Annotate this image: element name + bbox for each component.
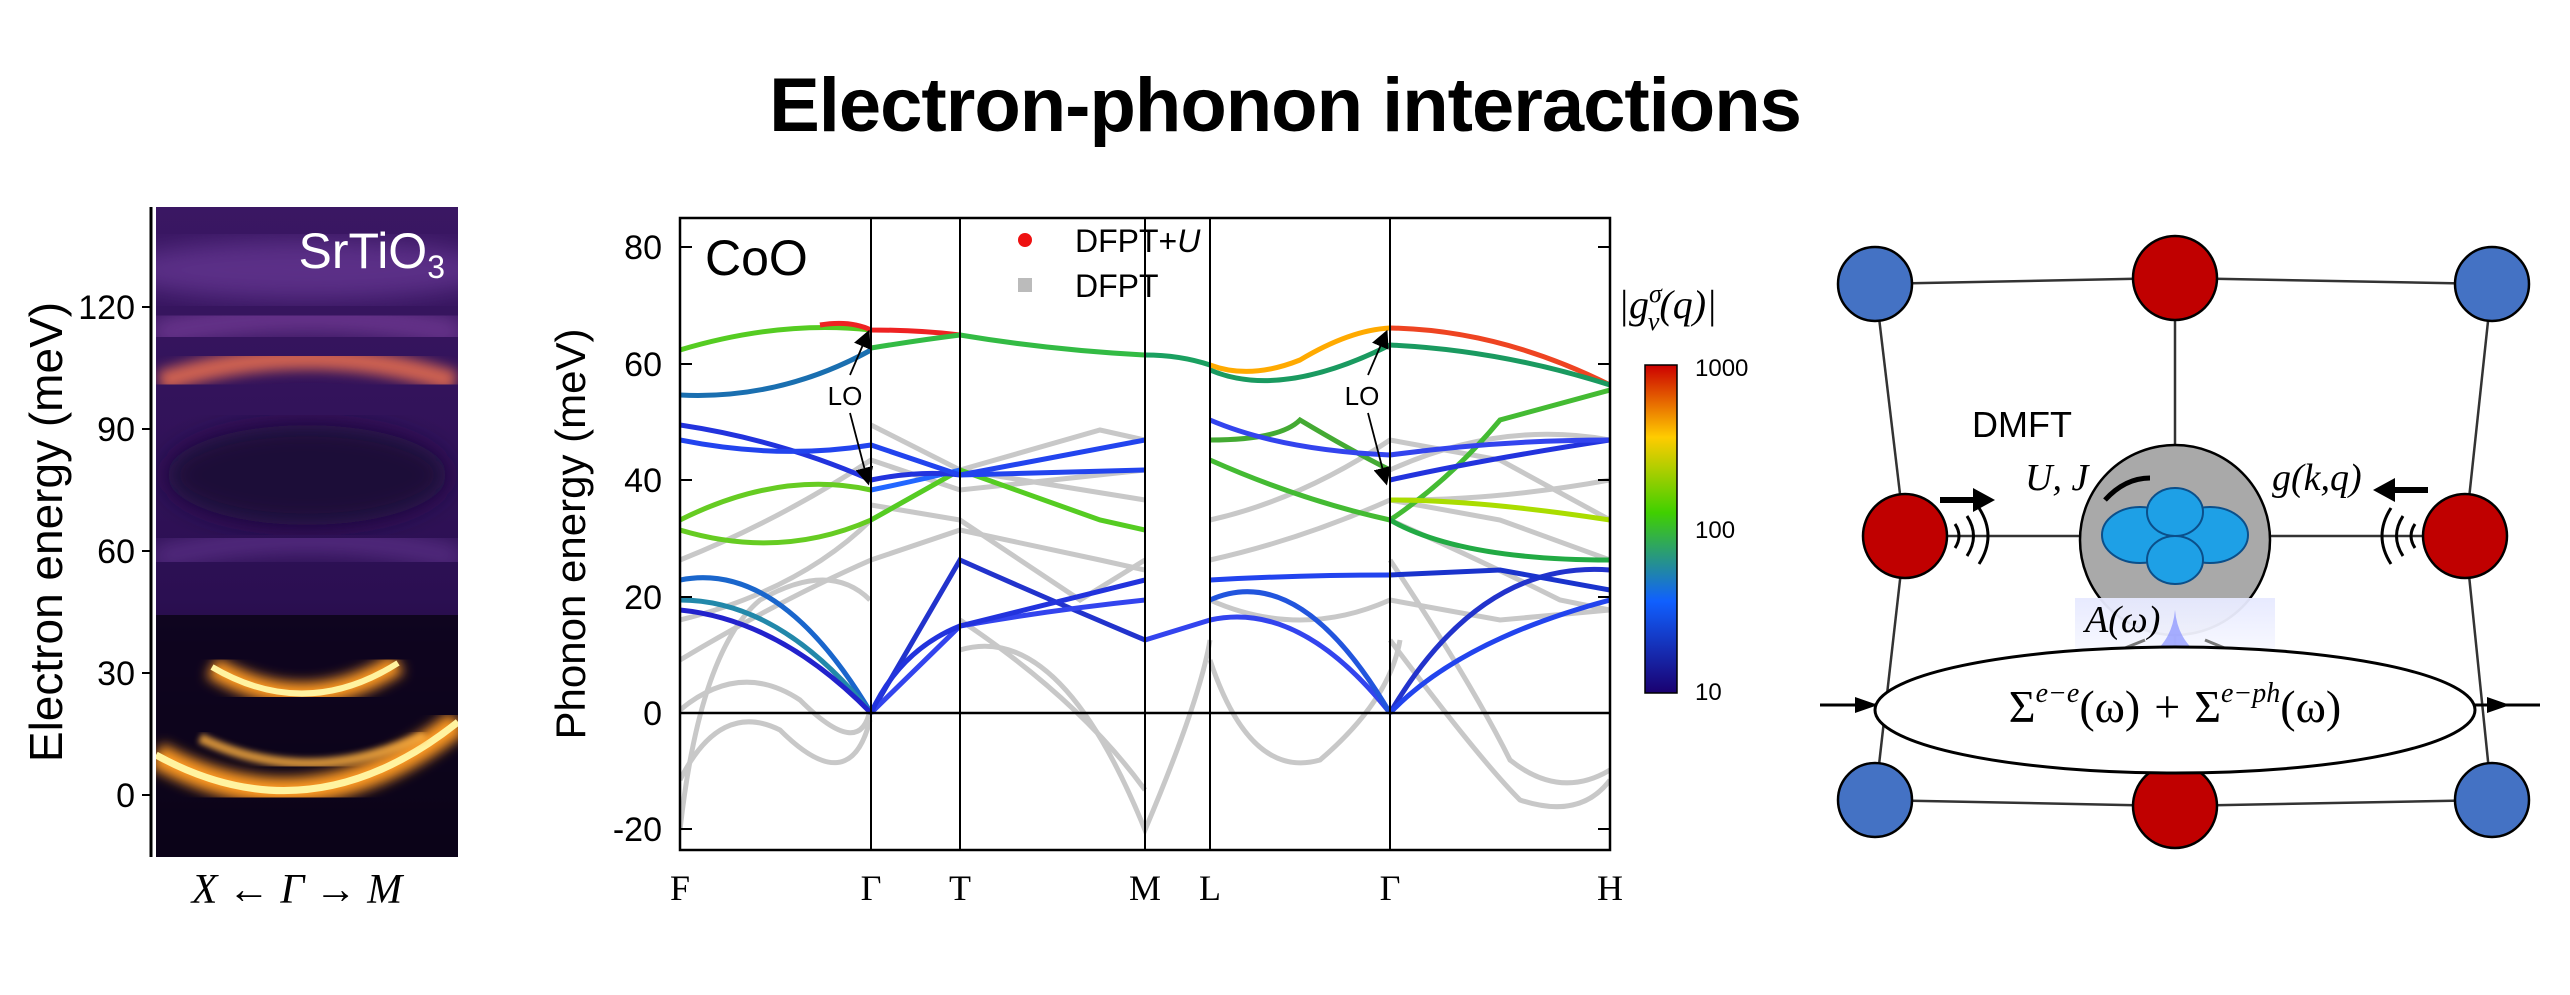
phonon-material-label: CoO xyxy=(705,230,808,286)
phonon-ytick-label: 0 xyxy=(643,695,662,733)
colorbar-tick-label: 10 xyxy=(1695,679,1722,706)
push-arrow-left xyxy=(2373,478,2428,502)
colorbar: |gσ ν(q)| 1000 100 10 xyxy=(1618,279,1748,706)
legend-marker-dfpt-u xyxy=(1018,233,1032,247)
arrowhead-left xyxy=(1855,697,1878,713)
colorbar-gradient xyxy=(1644,364,1678,694)
phonon-ytick-label: 20 xyxy=(624,579,662,617)
blue-atom xyxy=(2453,245,2531,323)
page-title: Electron-phonon interactions xyxy=(769,63,1802,148)
lo-annotations: LO LO xyxy=(828,329,1392,486)
dmft-params: U, J xyxy=(2025,457,2090,499)
symmetry-lines xyxy=(680,218,1610,850)
push-arrow-right xyxy=(1940,488,1995,512)
colorbar-tick-label: 1000 xyxy=(1695,355,1748,382)
dmft-label: DMFT xyxy=(1972,404,2072,445)
atoms xyxy=(1836,234,2531,850)
phonon-ytick-label: 80 xyxy=(624,229,662,267)
phonon-legend: DFPT+U DFPT xyxy=(1018,223,1201,304)
arpes-ytick-label: 120 xyxy=(78,289,135,327)
phonon-xtick-label: T xyxy=(949,868,971,908)
colorbar-label: |gσ ν(q)| xyxy=(1618,279,1717,336)
lo-label-left: LO xyxy=(828,381,863,411)
arpes-ylabel: Electron energy (meV) xyxy=(20,302,72,762)
legend-label-dfpt: DFPT xyxy=(1075,268,1159,304)
spectral-peak xyxy=(2090,610,2262,672)
colorbar-tick-label: 100 xyxy=(1695,517,1735,544)
arpes-ytick-label: 0 xyxy=(116,777,135,815)
panel-c-schematic: A(ω) Σe−e(ω) + Σe−ph(ω) DMFT U, J g(k,q) xyxy=(1820,234,2540,850)
red-atom xyxy=(1861,492,1949,580)
legend-label-dfpt-u: DFPT+U xyxy=(1075,223,1201,259)
phonon-ylabel: Phonon energy (meV) xyxy=(547,329,594,740)
arpes-ytick-label: 60 xyxy=(97,533,135,571)
phonon-ytick-labels: -20 0 20 40 60 80 xyxy=(613,229,662,849)
red-atom xyxy=(2131,762,2219,850)
arpes-yticks: 0 30 60 90 120 xyxy=(78,289,151,815)
phonon-xtick-label: Γ xyxy=(1380,868,1401,908)
phonon-yticks xyxy=(680,246,1610,830)
arpes-material-label: SrTiO3 xyxy=(299,223,445,285)
arpes-features xyxy=(156,240,458,857)
legend-marker-dfpt xyxy=(1018,278,1032,292)
panel-b-phonons: -20 0 20 40 60 80 Phonon energy (meV) F … xyxy=(547,216,1748,908)
phonon-xtick-label: H xyxy=(1597,868,1623,908)
coupling-label: g(k,q) xyxy=(2272,457,2362,499)
spectral-label: A(ω) xyxy=(2082,599,2160,641)
self-energy-ellipse xyxy=(1873,645,2477,775)
vibration-waves-right xyxy=(2380,507,2417,565)
arpes-ytick-label: 30 xyxy=(97,655,135,693)
panel-a-arpes: 0 30 60 90 120 Electron energy (meV) SrT… xyxy=(20,207,458,913)
red-atom xyxy=(2421,492,2509,580)
blue-atom xyxy=(1836,245,1914,323)
phonon-ytick-label: 60 xyxy=(624,346,662,384)
d-orbital-icon xyxy=(2101,487,2249,585)
lo-label-right: LO xyxy=(1345,381,1380,411)
phonon-xtick-label: Γ xyxy=(861,868,882,908)
phonon-xtick-label: L xyxy=(1199,868,1221,908)
red-atom xyxy=(2131,234,2219,322)
arpes-ytick-label: 90 xyxy=(97,411,135,449)
blue-atom xyxy=(1836,761,1914,839)
phonon-xtick-label: M xyxy=(1129,868,1161,908)
self-energy-formula: Σe−e(ω) + Σe−ph(ω) xyxy=(2009,678,2341,732)
orbital-arc xyxy=(2103,475,2151,502)
phonon-xtick-label: F xyxy=(670,868,690,908)
blue-atom xyxy=(2453,761,2531,839)
arpes-xlabel: X ← Γ → M xyxy=(190,867,405,913)
phonon-ytick-label: 40 xyxy=(624,462,662,500)
phonon-xticks: F Γ T M L Γ H xyxy=(670,868,1623,908)
phonon-ytick-label: -20 xyxy=(613,811,662,849)
arrowhead-right xyxy=(2487,697,2510,713)
vibration-waves-left xyxy=(1953,507,1990,565)
